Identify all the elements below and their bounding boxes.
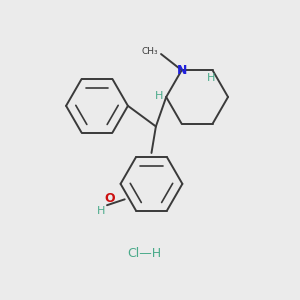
Text: H: H: [207, 73, 215, 82]
Text: O: O: [104, 192, 115, 205]
Text: N: N: [176, 64, 187, 77]
Text: H: H: [154, 91, 163, 100]
Text: CH₃: CH₃: [142, 47, 158, 56]
Text: Cl—H: Cl—H: [127, 247, 161, 260]
Text: H: H: [97, 206, 105, 216]
